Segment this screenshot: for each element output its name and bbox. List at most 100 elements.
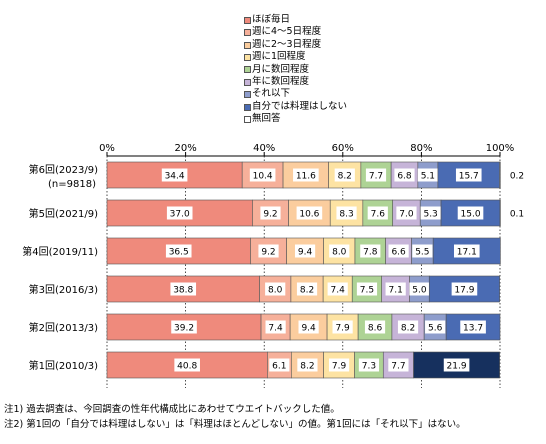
bar-segment <box>259 275 292 303</box>
legend-swatch <box>244 53 251 61</box>
data-label: 8.3 <box>339 209 353 219</box>
data-label-box <box>166 206 193 220</box>
data-label-box <box>396 206 417 220</box>
x-tick-label: 20% <box>174 143 196 154</box>
data-label: 8.2 <box>300 361 314 371</box>
legend-label: ほぼ毎日 <box>252 14 291 25</box>
bar-segment <box>499 161 501 189</box>
category-label: 第3回(2016/3) <box>29 283 98 296</box>
data-label: 37.0 <box>170 209 190 219</box>
category-sublabel: (n=9818) <box>48 179 96 190</box>
data-label: 10.4 <box>253 171 273 181</box>
legend-swatch <box>244 115 251 123</box>
data-label-box <box>451 282 478 296</box>
legend-item: 週に4～5日程度 <box>244 26 347 38</box>
legend-label: 月に数回程度 <box>252 63 310 75</box>
legend-label: 自分では料理はしない <box>252 100 348 112</box>
data-label: 7.3 <box>362 361 376 371</box>
data-label-box <box>258 244 279 258</box>
note-2: 注2) 第1回の「自分では料理はしない」は「料理はほとんどしない」の値。第1回に… <box>4 419 466 430</box>
bar-segment <box>428 275 500 303</box>
data-label: 6.1 <box>272 361 286 371</box>
legend-item: ほぼ毎日 <box>244 14 347 26</box>
legend-swatch <box>244 66 251 74</box>
data-label-box <box>298 320 319 334</box>
data-label: 21.9 <box>447 361 467 371</box>
data-label: 10.6 <box>299 209 319 219</box>
data-label-box <box>425 320 446 334</box>
legend-swatch <box>244 103 251 111</box>
data-label-box <box>174 358 200 372</box>
bar-segment <box>252 199 289 227</box>
legend-label: それ以下 <box>252 88 291 100</box>
legend-label: 無回答 <box>252 113 281 125</box>
data-label-box <box>296 206 323 220</box>
data-label: 15.7 <box>459 171 479 181</box>
data-label: 8.0 <box>332 247 347 257</box>
notes: 注1) 過去調査は、今回調査の性年代構成比にあわせてウエイトバックした値。 注2… <box>4 402 466 432</box>
legend: ほぼ毎日 週に4～5日程度 週に2～3日程度 週に1回程度 月に数回程度 年に数回程度 それ… <box>244 14 347 126</box>
data-label-box <box>171 320 197 334</box>
data-label: 6.8 <box>397 171 412 181</box>
data-label-box <box>296 282 318 296</box>
data-label-box <box>332 320 353 334</box>
data-label: 36.5 <box>169 247 189 257</box>
data-label: 5.6 <box>428 323 443 333</box>
data-label: 8.2 <box>338 171 352 181</box>
data-label: 0.1 <box>510 209 524 219</box>
data-label-box <box>328 358 350 372</box>
data-label: 7.9 <box>332 361 347 371</box>
data-label-box <box>358 358 380 372</box>
data-label-box <box>443 358 470 372</box>
data-label: 5.1 <box>421 171 435 181</box>
data-label: 6.6 <box>391 247 406 257</box>
data-label: 15.0 <box>461 209 481 219</box>
data-label: 5.3 <box>423 209 437 219</box>
data-label-box <box>297 358 318 372</box>
category-label: 第4回(2019/11) <box>22 245 98 258</box>
data-label-box <box>294 244 316 258</box>
data-label-box <box>329 244 350 258</box>
x-tick-label: 60% <box>332 143 354 154</box>
data-label-box <box>388 358 409 372</box>
data-label-box <box>293 168 319 182</box>
data-label: 34.4 <box>165 171 185 181</box>
legend-item: 無回答 <box>244 113 347 125</box>
x-axis: 0% 20% 40% 60% 80% 100% <box>99 143 514 388</box>
data-label-box <box>420 206 441 220</box>
data-label-box <box>360 244 381 258</box>
data-label: 7.4 <box>331 285 346 295</box>
legend-item: 月に数回程度 <box>244 64 347 76</box>
data-label-box <box>388 244 409 258</box>
legend-swatch <box>244 91 251 99</box>
data-label-box <box>367 206 388 220</box>
data-label: 40.8 <box>177 361 197 371</box>
x-tick-label: 40% <box>253 143 275 154</box>
data-label: 11.6 <box>296 171 316 181</box>
legend-label: 週に4～5日程度 <box>252 26 322 38</box>
data-label: 7.7 <box>369 171 383 181</box>
data-label-box <box>327 282 348 296</box>
data-label: 17.1 <box>457 247 477 257</box>
bar-segment <box>323 237 356 265</box>
data-label: 7.4 <box>268 323 283 333</box>
data-label-box <box>453 244 480 258</box>
data-label-box <box>385 282 406 296</box>
data-label: 9.2 <box>261 247 275 257</box>
category-labels: 第6回(2023/9) (n=9818) 第5回(2021/9) 第4回(2019/1… <box>22 163 98 372</box>
bars: 34.4 10.4 11.6 8.2 7.7 6.8 5.1 15.7 0.2 37.0 9.2 10… <box>106 161 524 379</box>
data-label: 38.8 <box>173 285 193 295</box>
legend-item: それ以下 <box>244 88 347 100</box>
data-label: 7.6 <box>371 209 386 219</box>
data-label-box <box>165 244 192 258</box>
x-tick-label: 0% <box>99 143 115 154</box>
data-label-box <box>356 282 378 296</box>
category-label: 第5回(2021/9) <box>29 207 98 220</box>
data-label-box <box>269 358 290 372</box>
data-label: 8.6 <box>368 323 383 333</box>
data-label-box <box>260 206 281 220</box>
legend-item: 週に1回程度 <box>244 51 347 63</box>
data-label: 8.0 <box>268 285 283 295</box>
category-label: 第6回(2023/9) <box>29 163 98 176</box>
